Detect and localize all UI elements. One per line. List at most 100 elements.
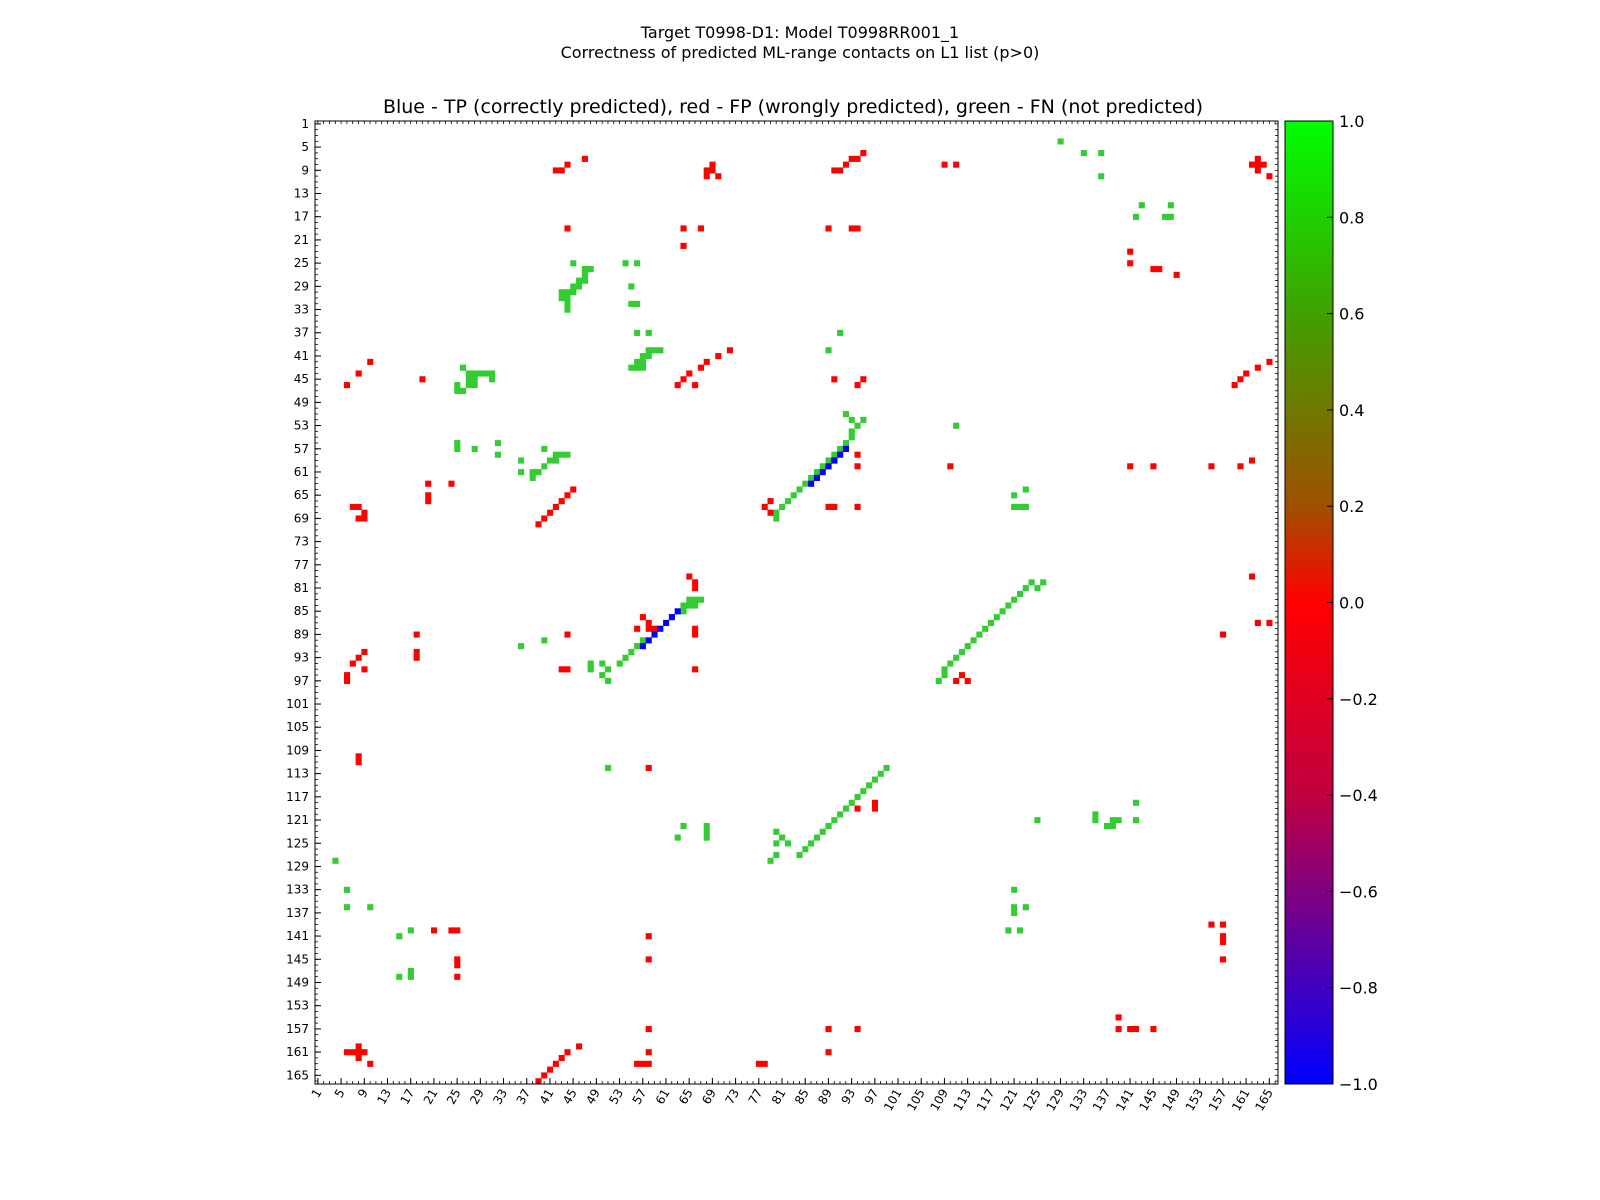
fn-cell [848,434,855,441]
fp-cell [367,358,374,365]
fp-cell [703,358,710,365]
fn-cell [1080,150,1087,157]
fp-cell [854,225,861,232]
fp-cell [1248,573,1256,580]
fn-cell [634,358,641,365]
fp-cell [703,173,710,180]
fp-cell [552,1060,559,1067]
fp-cell [941,161,948,168]
fn-cell [454,387,461,394]
x-tick-label: 85 [792,1087,812,1107]
y-tick-label: 165 [286,1068,309,1082]
fn-cell [796,486,803,493]
y-tick-label: 101 [286,697,309,711]
fn-cell [982,625,989,632]
tp-cell [651,631,658,638]
colorbar-tick-label: 1.0 [1339,112,1364,131]
x-tick-label: 93 [838,1087,858,1107]
fp-cell [1266,173,1273,180]
fn-cell [941,666,948,673]
fn-cell [1057,138,1064,145]
fp-cell [344,677,351,685]
fp-cell [692,666,699,673]
fn-cell [819,828,826,835]
fn-cell [848,799,855,806]
fp-cell [344,382,351,389]
fp-cell [726,347,733,354]
fn-cell [344,886,351,893]
fp-cell [1254,364,1261,371]
fn-cell [628,283,635,290]
fp-cell [854,503,861,510]
fn-cell [639,637,646,644]
fn-cell [825,347,832,354]
fp-cell [947,463,954,470]
x-tick-label: 29 [467,1087,487,1107]
fn-cell [1092,817,1099,824]
fp-cell [1260,161,1267,168]
fn-cell [332,857,339,864]
fn-cell [773,851,780,859]
fn-cell [454,382,461,389]
fp-cell [715,353,722,360]
fn-cell [570,283,577,290]
fn-cell [976,631,983,638]
tp-cell [825,463,832,470]
fn-cell [958,648,966,656]
fn-cell [1028,579,1035,586]
y-tick-label: 125 [286,836,309,850]
fn-cell [842,805,850,812]
fp-cell [564,161,571,168]
fn-cell [541,463,548,470]
fn-cell [802,480,809,487]
fn-cell [494,440,501,447]
fn-cell [837,445,844,452]
fp-cell [755,1060,762,1067]
colorbar-tick-label: −0.6 [1339,882,1378,901]
fp-cell [1127,260,1134,267]
fp-cell [1231,382,1238,389]
fp-cell [454,973,461,980]
fn-cell [779,834,786,841]
fn-cell [367,904,374,911]
y-tick-label: 121 [286,813,309,827]
fn-cell [1132,817,1140,824]
fp-cell [645,625,652,632]
fp-cell [552,167,559,174]
fp-cell [349,503,356,510]
axes-title: Blue - TP (correctly predicted), red - F… [383,96,1203,118]
fn-cell [535,469,542,476]
fn-cell [866,782,873,789]
heatmap-axes: 1 5 9 13 17 21 25 29 33 37 41 45 49 53 57 61 65 69 73 77 81 8… [286,117,1279,1113]
fp-cell [570,486,577,493]
fp-cell [367,1060,374,1067]
fp-cell [1219,921,1227,928]
fn-cell [692,602,699,609]
fn-cell [628,364,635,371]
fp-cell [564,666,571,673]
fn-cell [825,457,832,464]
fn-cell [622,654,629,661]
y-tick-label: 53 [294,419,309,433]
x-tick-label: 33 [490,1087,510,1107]
fn-cell [639,353,646,360]
fn-cell [605,764,612,772]
fn-cell [634,300,641,307]
fp-cell [547,509,554,516]
fp-cell [639,1060,646,1067]
fn-cell [703,822,710,830]
fn-cell [680,602,687,609]
colorbar-tick-label: 0.2 [1339,497,1364,516]
fp-cell [761,503,768,510]
y-tick-label: 89 [294,627,309,641]
x-tick-label: 9 [355,1087,371,1101]
fn-cell [1011,886,1018,893]
fp-cell [634,625,641,632]
fn-cell [773,515,780,522]
fp-cell [1115,1025,1122,1033]
fp-cell [1127,463,1134,470]
y-tick-label: 161 [286,1045,309,1059]
fp-cell [680,376,687,383]
fn-cell [1016,503,1024,510]
fp-cell [825,1049,832,1056]
